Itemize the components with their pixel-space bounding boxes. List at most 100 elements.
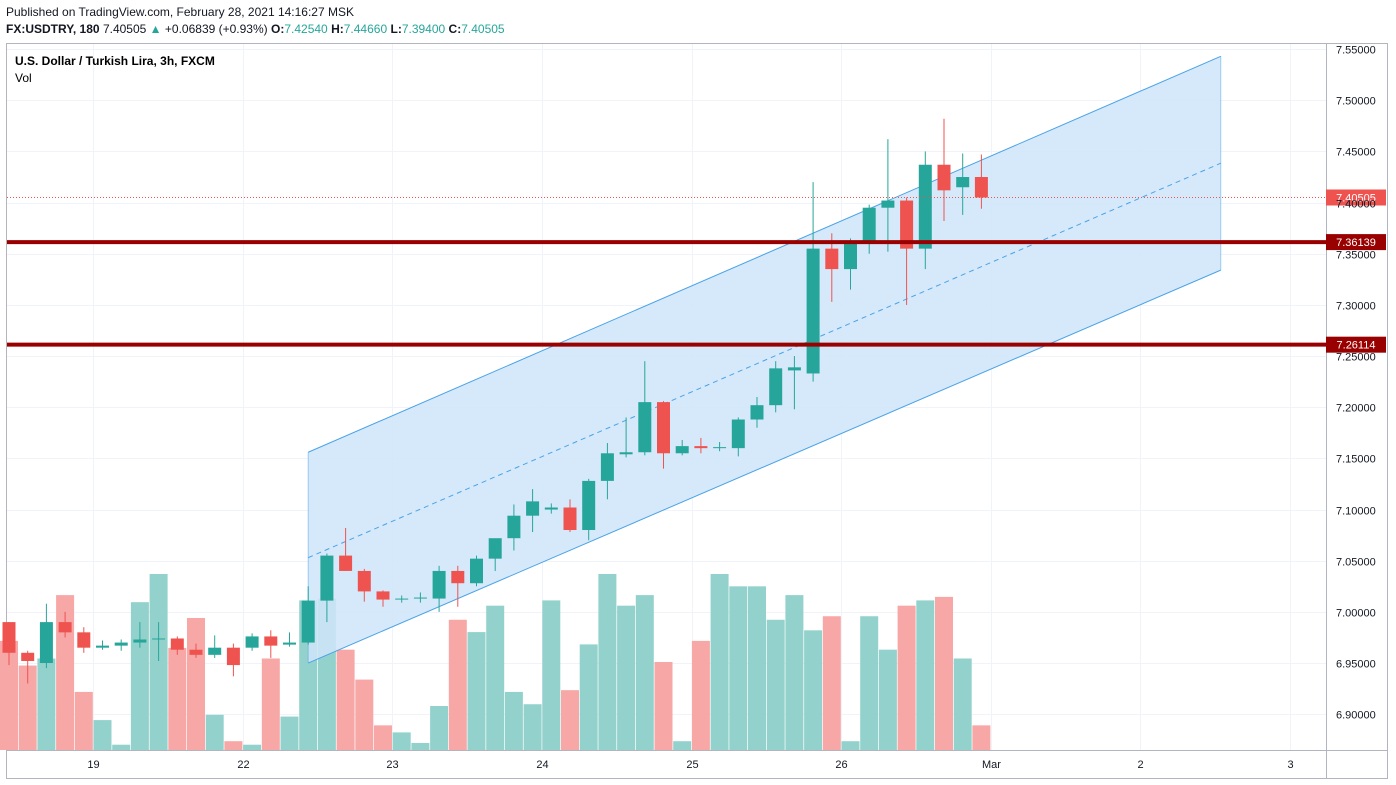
volume-bar <box>411 742 430 750</box>
volume-bar <box>561 690 579 750</box>
time-tick-label: Mar <box>982 759 1001 771</box>
candle-body <box>769 368 783 406</box>
candle-body <box>881 200 895 208</box>
candle-body <box>376 591 390 600</box>
volume-bar <box>374 725 392 750</box>
volume-bar <box>785 595 804 750</box>
horizontal-levels[interactable]: 7.40505 7.36139 7.26114 <box>7 189 1386 353</box>
candle-body <box>918 164 932 249</box>
candle-body <box>582 480 596 531</box>
last-price: 7.40505 <box>102 22 147 36</box>
candle-body <box>189 649 203 655</box>
volume-bar <box>579 644 598 750</box>
volume-bar <box>598 574 617 750</box>
time-axis[interactable]: 19 22 23 24 25 26 Mar 2 3 <box>87 759 1293 771</box>
time-tick-label: 26 <box>835 759 847 771</box>
volume-bar <box>523 704 542 750</box>
candle-body <box>526 501 540 516</box>
candle-body <box>675 446 689 454</box>
volume-bar <box>486 605 505 750</box>
change-value: +0.06839 (+0.93%) <box>164 22 268 36</box>
price-tick-label: 7.45000 <box>1336 147 1376 159</box>
chart-frame <box>6 43 1388 779</box>
candle-body <box>170 638 184 650</box>
volume-bar <box>280 716 299 750</box>
candle-body <box>731 419 745 449</box>
volume-bar <box>336 649 355 750</box>
volume-bar <box>673 741 692 750</box>
volume-bar <box>953 658 972 750</box>
symbol-header: FX:USDTRY, 180 7.40505 ▲ +0.06839 (+0.93… <box>6 22 505 36</box>
volume-bar <box>822 616 841 750</box>
candle-body <box>713 447 727 449</box>
price-tick-label: 7.05000 <box>1336 557 1376 569</box>
candle-body <box>600 453 614 481</box>
legend-title: U.S. Dollar / Turkish Lira, 3h, FXCM <box>15 54 215 68</box>
time-tick-label: 3 <box>1287 759 1293 771</box>
level-price-tag-label: 7.26114 <box>1337 340 1376 352</box>
candle-body <box>245 636 259 648</box>
volume-bar <box>205 714 224 750</box>
last-price-tag-label: 7.40505 <box>1336 193 1376 205</box>
candle-body <box>432 570 446 599</box>
volume-bar <box>18 665 37 750</box>
volume-bar <box>243 744 262 750</box>
candle-body <box>357 570 371 592</box>
candle-body <box>339 555 353 571</box>
candle-body <box>21 652 35 661</box>
close-value: 7.40505 <box>461 22 505 36</box>
candle-body <box>619 452 633 455</box>
symbol-label: FX:USDTRY, 180 <box>6 22 100 36</box>
time-tick-label: 23 <box>386 759 398 771</box>
channel-upper-line <box>308 55 1221 453</box>
close-label: C: <box>448 22 462 36</box>
price-tick-label: 7.25000 <box>1336 352 1376 364</box>
low-value: 7.39400 <box>401 22 446 36</box>
price-tick-label: 6.95000 <box>1336 659 1376 671</box>
candle-body <box>787 367 801 371</box>
candle-body <box>825 248 839 270</box>
volume-bar <box>149 574 168 750</box>
candle-body <box>544 507 558 510</box>
candle-body <box>507 515 521 539</box>
price-axis[interactable]: 7.55000 7.50000 7.45000 7.40000 7.35000 7.300… <box>1336 45 1376 722</box>
volume-bar <box>935 596 953 750</box>
published-text: Published on TradingView.com, February 2… <box>6 5 354 19</box>
price-tick-label: 7.20000 <box>1336 403 1376 415</box>
time-tick-label: 24 <box>536 759 548 771</box>
candle-body <box>750 405 764 420</box>
candle-body <box>133 639 147 643</box>
volume-bar <box>430 706 449 750</box>
volume-bar <box>841 741 860 750</box>
candle-body <box>320 555 334 601</box>
volume-bar <box>542 600 561 750</box>
volume-bar <box>74 691 93 750</box>
volume-bar <box>448 619 467 750</box>
high-label: H: <box>331 22 344 36</box>
candle-body <box>208 647 222 655</box>
candle-body <box>694 446 708 449</box>
volume-bar <box>93 720 112 750</box>
volume-bar <box>710 574 729 750</box>
candle-body <box>114 642 128 646</box>
level-price-tag <box>1326 234 1386 251</box>
price-tick-label: 7.10000 <box>1336 506 1376 518</box>
volume-bar <box>748 586 766 750</box>
candle-body <box>937 164 951 191</box>
candle-body <box>283 642 296 645</box>
open-label: O: <box>271 22 285 36</box>
price-tick-label: 7.35000 <box>1336 250 1376 262</box>
volume-bar <box>897 605 916 750</box>
candle-body <box>862 207 876 242</box>
volume-bar <box>130 602 149 750</box>
volume-bar <box>972 725 991 750</box>
candle-body <box>488 538 502 559</box>
open-value: 7.42540 <box>284 22 328 36</box>
volume-bar <box>168 647 187 750</box>
volume-bar <box>916 600 935 750</box>
candle-body <box>900 200 914 249</box>
volume-bar <box>392 732 411 750</box>
volume-bar <box>467 632 486 750</box>
candle-body <box>2 622 16 653</box>
